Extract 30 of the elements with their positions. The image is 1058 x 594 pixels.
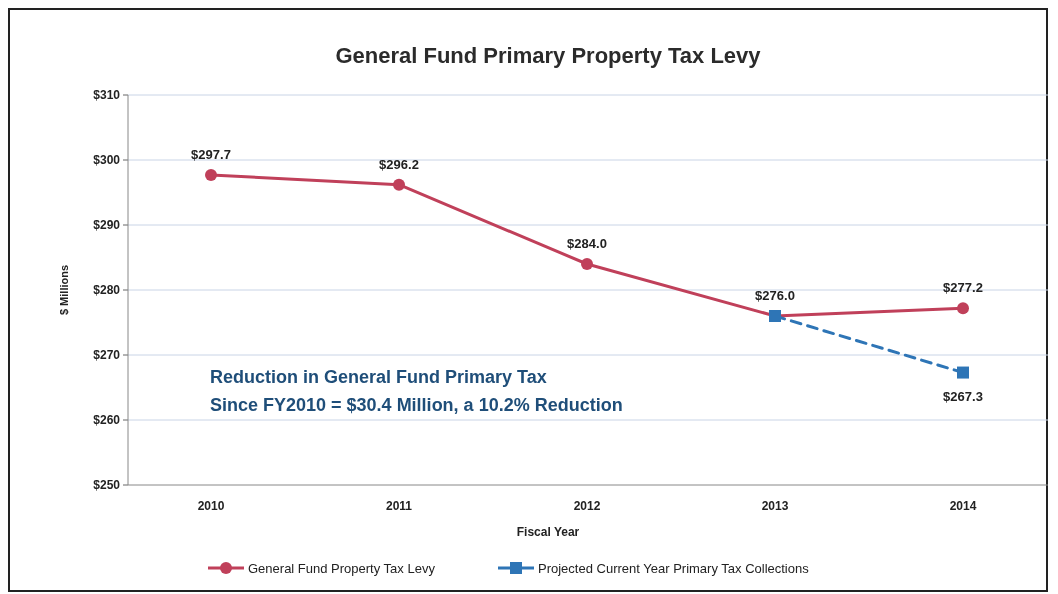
y-axis-title: $ Millions xyxy=(58,264,70,316)
data-label: $296.2 xyxy=(379,156,419,172)
x-tick-label: 2010 xyxy=(197,499,225,513)
annotation: Since FY2010 = $30.4 Million, a 10.2% Reduction xyxy=(210,395,623,415)
y-tick-label: $260 xyxy=(93,413,121,427)
x-tick-label: 2014 xyxy=(949,499,977,513)
y-tick-label: $280 xyxy=(93,283,121,297)
chart-title: General Fund Primary Property Tax Levy xyxy=(335,43,762,68)
point xyxy=(957,302,969,315)
point xyxy=(393,178,405,191)
y-tick-label: $270 xyxy=(93,348,121,362)
x-tick-label: 2013 xyxy=(761,499,789,513)
legend-label: General Fund Property Tax Levy xyxy=(248,561,436,576)
x-tick-label: 2011 xyxy=(385,499,413,513)
data-label: $267.3 xyxy=(943,388,983,404)
annotation: Reduction in General Fund Primary Tax xyxy=(210,367,547,387)
y-tick-label: $290 xyxy=(93,218,121,232)
y-tick-label: $300 xyxy=(93,153,121,167)
data-label: $284.0 xyxy=(567,236,607,251)
data-label: $277.2 xyxy=(943,280,983,296)
point xyxy=(957,366,969,379)
point xyxy=(205,168,217,181)
x-axis-title: Fiscal Year xyxy=(516,525,580,539)
legend-label: Projected Current Year Primary Tax Collections xyxy=(538,561,810,576)
data-label: $297.7 xyxy=(191,146,231,162)
data-label: $276.0 xyxy=(755,288,795,303)
point xyxy=(581,258,593,270)
y-tick-label: $250 xyxy=(93,478,121,492)
y-tick-label: $310 xyxy=(93,88,121,102)
x-tick-label: 2012 xyxy=(573,499,601,513)
